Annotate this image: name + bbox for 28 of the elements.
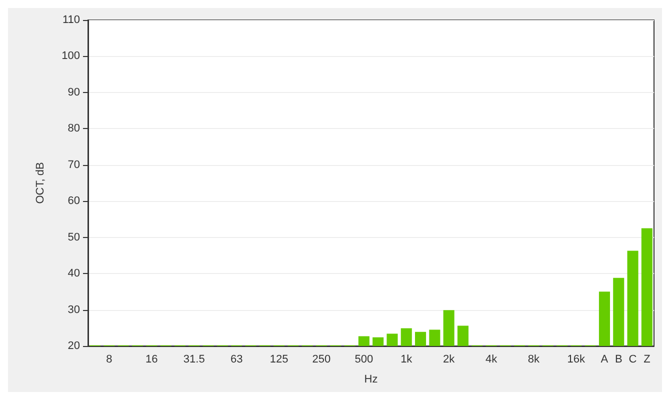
y-tick-label: 80 — [68, 122, 80, 135]
x-tick-label: 250 — [312, 354, 331, 366]
x-tick-label: 8k — [528, 354, 540, 366]
x-tick-label: A — [600, 354, 609, 366]
y-tick-label: 30 — [68, 304, 80, 316]
x-tick-label: 8 — [106, 354, 112, 366]
x-tick-label: 16 — [146, 354, 158, 366]
y-axis-title: OCT, dB — [34, 162, 46, 204]
y-tick-label: 100 — [62, 50, 80, 62]
y-tick-label: 110 — [62, 14, 80, 26]
y-tick-label: 20 — [68, 340, 80, 352]
y-tick-label: 40 — [68, 268, 80, 280]
x-tick-label: 4k — [485, 354, 498, 366]
x-tick-label: B — [614, 354, 622, 366]
x-tick-label: C — [628, 354, 637, 366]
x-tick-label: 500 — [354, 354, 374, 366]
x-tick-label: 16k — [567, 354, 586, 366]
y-tick-label: 50 — [68, 231, 80, 244]
y-tick-label: 60 — [68, 195, 80, 208]
y-tick-label: 70 — [68, 158, 80, 171]
x-axis-title: Hz — [364, 374, 378, 386]
x-tick-label: 1k — [400, 354, 413, 366]
x-tick-label: 63 — [230, 354, 243, 366]
x-tick-label: 31.5 — [183, 354, 205, 366]
x-tick-label: Z — [644, 354, 651, 366]
x-tick-label: 2k — [443, 354, 456, 366]
y-tick-label: 90 — [68, 86, 80, 98]
x-tick-label: 125 — [270, 354, 288, 366]
